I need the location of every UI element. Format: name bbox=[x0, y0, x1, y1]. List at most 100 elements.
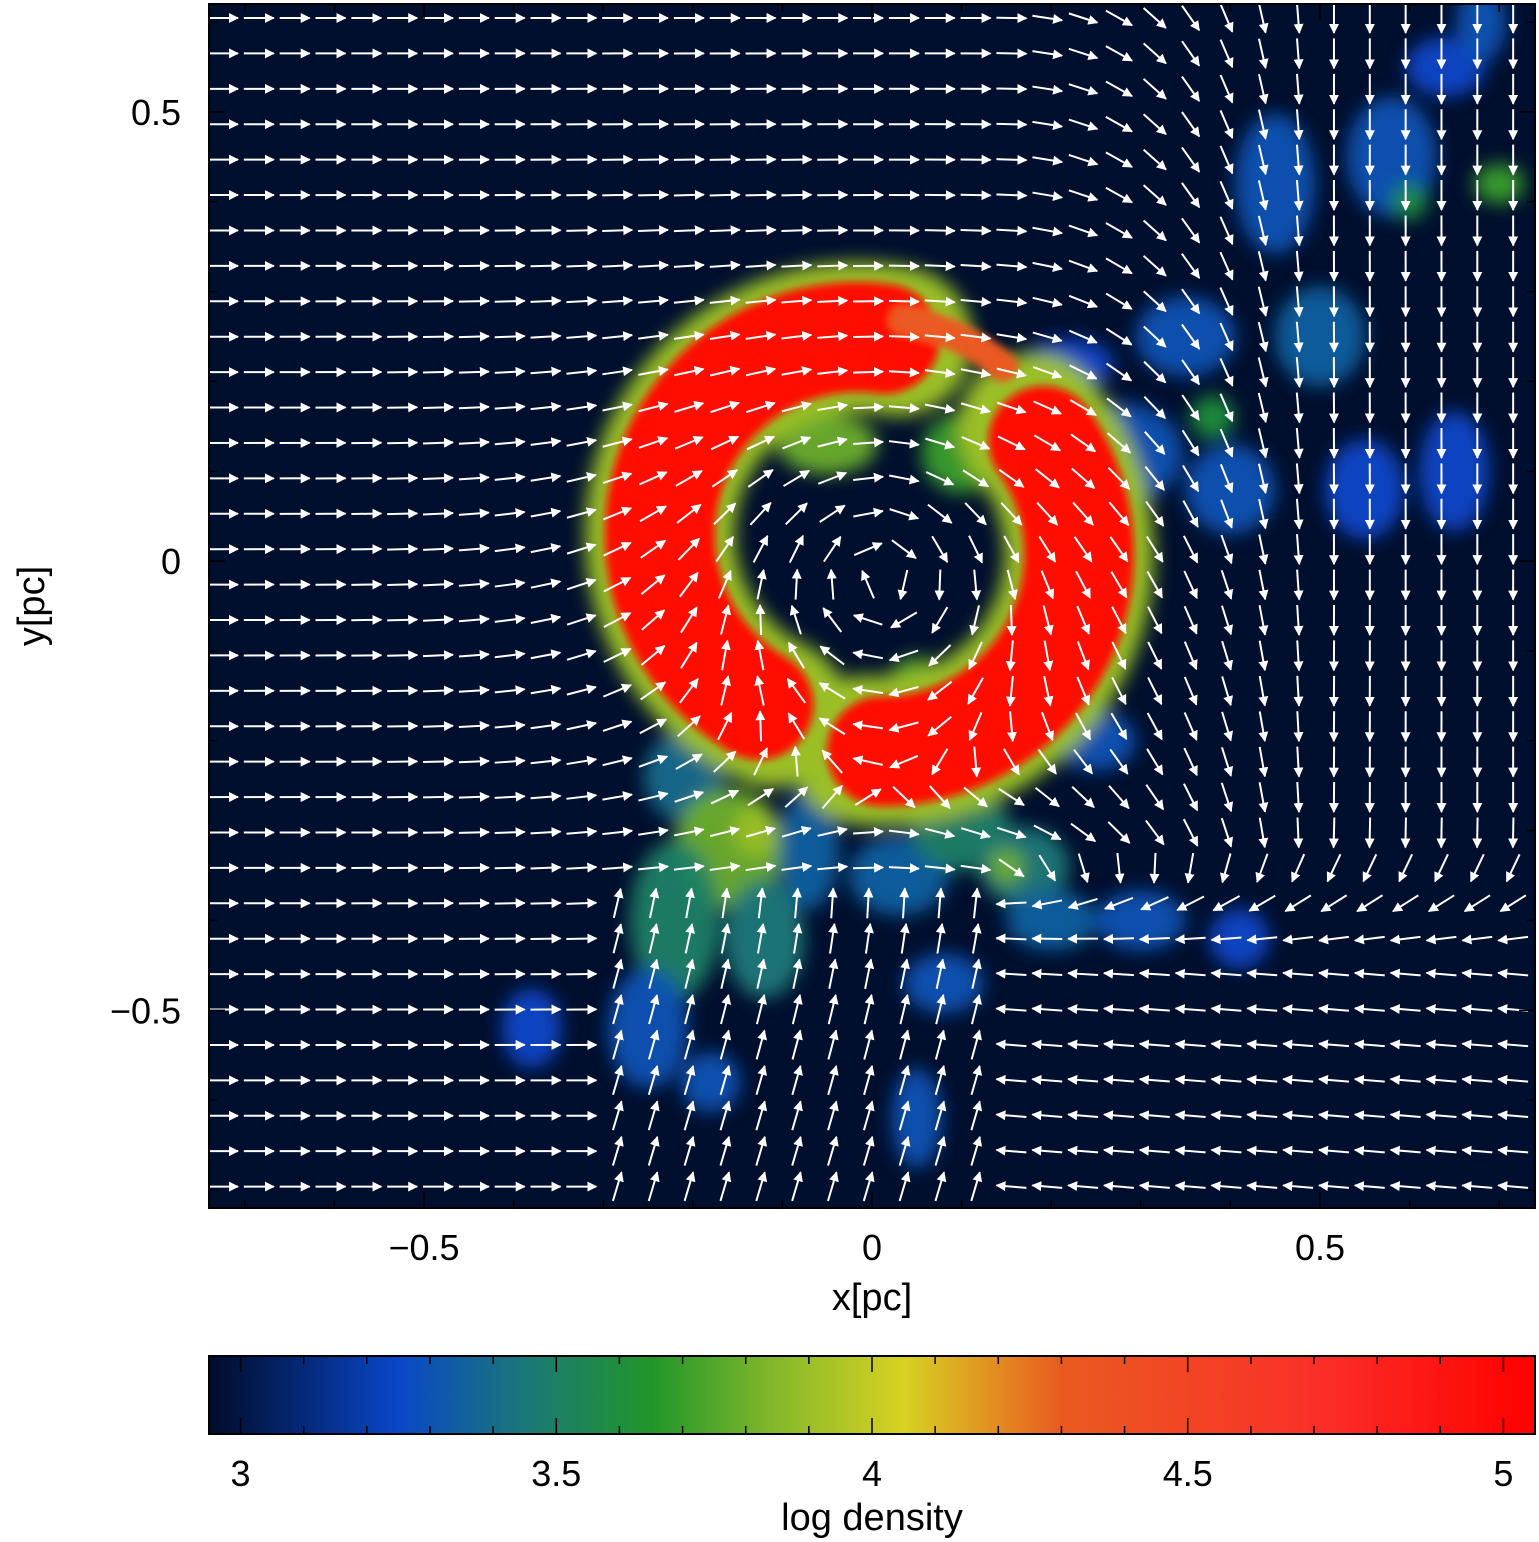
velocity-arrow bbox=[720, 923, 731, 954]
velocity-arrow bbox=[781, 295, 813, 306]
velocity-arrow bbox=[1257, 109, 1269, 140]
velocity-arrow bbox=[1138, 1110, 1170, 1121]
velocity-arrow bbox=[1031, 1039, 1063, 1050]
velocity-arrow bbox=[1210, 1004, 1242, 1015]
velocity-arrow bbox=[1109, 748, 1129, 775]
velocity-arrow bbox=[1068, 224, 1099, 238]
velocity-arrow bbox=[890, 611, 918, 629]
velocity-arrow bbox=[1318, 1004, 1350, 1015]
velocity-arrow bbox=[745, 189, 777, 200]
velocity-arrow bbox=[1257, 215, 1269, 247]
velocity-arrow bbox=[1436, 817, 1447, 849]
velocity-arrow bbox=[745, 365, 777, 377]
velocity-arrow bbox=[935, 993, 947, 1025]
velocity-arrow bbox=[1069, 364, 1098, 380]
velocity-arrow bbox=[995, 898, 1027, 909]
velocity-arrow bbox=[648, 887, 660, 919]
velocity-arrow bbox=[892, 785, 916, 809]
velocity-arrow bbox=[1143, 396, 1166, 420]
ring-arc bbox=[827, 386, 1135, 807]
velocity-arrow bbox=[1258, 534, 1269, 565]
velocity-arrow bbox=[422, 543, 455, 554]
velocity-arrow bbox=[1107, 466, 1131, 490]
velocity-arrow bbox=[1210, 1110, 1242, 1121]
velocity-arrow bbox=[1293, 286, 1304, 318]
velocity-arrow bbox=[934, 569, 945, 601]
velocity-arrow bbox=[1033, 824, 1062, 841]
density-clump bbox=[1391, 183, 1428, 220]
velocity-arrow bbox=[1293, 711, 1304, 743]
velocity-arrow bbox=[1043, 675, 1054, 707]
velocity-arrow bbox=[1105, 151, 1133, 168]
velocity-arrow bbox=[927, 680, 953, 701]
velocity-arrow bbox=[1248, 894, 1276, 912]
ring-arc bbox=[888, 305, 1019, 382]
velocity-arrow bbox=[1042, 605, 1054, 636]
velocity-arrow bbox=[494, 331, 526, 342]
velocity-arrow bbox=[1108, 785, 1130, 810]
velocity-arrow bbox=[925, 471, 955, 486]
velocity-arrow bbox=[1461, 1181, 1493, 1192]
velocity-arrow bbox=[1293, 463, 1304, 495]
velocity-arrow bbox=[747, 468, 774, 488]
velocity-arrow bbox=[1258, 782, 1269, 813]
velocity-arrow bbox=[638, 862, 669, 873]
velocity-arrow bbox=[674, 401, 705, 413]
velocity-arrow bbox=[1246, 1145, 1278, 1156]
velocity-arrow bbox=[673, 826, 705, 837]
velocity-arrow bbox=[934, 1064, 947, 1096]
velocity-arrow bbox=[790, 745, 801, 777]
velocity-arrow bbox=[494, 862, 526, 873]
velocity-arrow bbox=[888, 863, 920, 874]
velocity-arrow bbox=[530, 862, 562, 873]
velocity-arrow bbox=[970, 1171, 983, 1202]
velocity-arrow bbox=[458, 437, 490, 448]
velocity-arrow bbox=[683, 1029, 696, 1060]
velocity-arrow bbox=[1174, 1074, 1206, 1085]
velocity-arrow bbox=[494, 543, 526, 554]
velocity-arrow bbox=[934, 1171, 947, 1202]
velocity-arrow bbox=[791, 1171, 803, 1202]
velocity-arrow bbox=[1145, 535, 1164, 563]
colorbar-tick-label: 3.5 bbox=[531, 1453, 581, 1494]
velocity-arrow bbox=[1220, 782, 1234, 813]
velocity-arrow bbox=[960, 225, 992, 236]
velocity-arrow bbox=[1389, 1181, 1421, 1192]
velocity-arrow bbox=[996, 367, 1027, 379]
velocity-arrow bbox=[1400, 817, 1411, 849]
velocity-arrow bbox=[995, 1074, 1027, 1085]
velocity-arrow bbox=[970, 1029, 982, 1060]
velocity-arrow bbox=[1258, 4, 1269, 34]
velocity-arrow bbox=[603, 647, 632, 663]
velocity-arrow bbox=[927, 503, 953, 524]
velocity-arrow bbox=[684, 958, 696, 989]
velocity-arrow bbox=[1037, 748, 1057, 775]
velocity-arrow bbox=[1006, 569, 1018, 601]
velocity-arrow bbox=[530, 649, 562, 660]
velocity-arrow bbox=[638, 401, 669, 413]
velocity-arrow bbox=[1143, 360, 1167, 384]
velocity-arrow bbox=[827, 993, 839, 1025]
velocity-arrow bbox=[1181, 323, 1201, 350]
velocity-arrow bbox=[717, 569, 732, 599]
velocity-arrow bbox=[1067, 1145, 1099, 1156]
density-clump bbox=[1324, 439, 1405, 540]
velocity-arrow bbox=[1181, 182, 1201, 209]
velocity-arrow bbox=[603, 576, 632, 593]
velocity-arrow bbox=[719, 1100, 732, 1131]
velocity-arrow bbox=[1110, 712, 1128, 741]
velocity-arrow bbox=[566, 331, 598, 342]
velocity-arrow bbox=[680, 606, 698, 634]
velocity-arrow bbox=[684, 923, 696, 954]
velocity-arrow bbox=[1031, 899, 1063, 910]
velocity-arrow bbox=[755, 1135, 768, 1166]
velocity-arrow bbox=[1472, 817, 1483, 849]
velocity-arrow bbox=[968, 641, 983, 670]
velocity-arrow bbox=[827, 1029, 839, 1060]
velocity-arrow bbox=[387, 579, 419, 590]
velocity-arrow bbox=[602, 683, 632, 698]
velocity-arrow bbox=[602, 189, 634, 200]
velocity-arrow bbox=[1072, 501, 1094, 526]
velocity-arrow bbox=[828, 958, 839, 990]
velocity-arrow bbox=[864, 958, 875, 990]
